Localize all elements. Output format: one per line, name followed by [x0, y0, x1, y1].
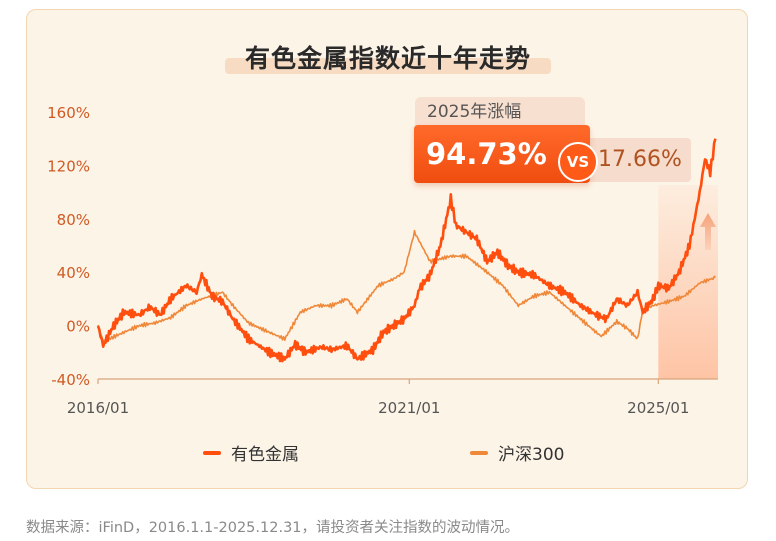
x-tick-label: 2021/01	[378, 399, 440, 417]
legend-swatch-csi300	[470, 450, 488, 455]
y-tick-label: -40%	[51, 371, 90, 389]
y-tick-label: 40%	[57, 264, 90, 282]
legend-item-csi300: 沪深300	[470, 440, 564, 465]
series-line-metals	[96, 138, 717, 363]
y-tick-label: 120%	[47, 157, 90, 175]
data-source-note: 数据来源：iFinD，2016.1.1-2025.12.31，请投资者关注指数的…	[26, 520, 520, 536]
annotation-year-label: 2025年涨幅	[415, 97, 585, 129]
x-tick-label: 2016/01	[67, 399, 129, 417]
chart-card	[26, 9, 748, 489]
legend-label-csi300: 沪深300	[498, 445, 565, 465]
y-tick-label: 160%	[47, 104, 90, 122]
series-line-csi300	[97, 229, 716, 344]
y-tick-label: 0%	[66, 318, 90, 336]
legend-item-metals: 有色金属	[203, 440, 299, 465]
x-tick-label: 2025/01	[627, 399, 689, 417]
title-highlight	[225, 58, 551, 74]
vs-badge: VS	[558, 142, 598, 182]
legend-swatch-metals	[203, 450, 221, 455]
up-arrow-icon	[700, 213, 716, 250]
legend-label-metals: 有色金属	[231, 445, 299, 465]
y-tick-label: 80%	[57, 211, 90, 229]
chart-title: 有色金属指数近十年走势	[244, 44, 531, 73]
highlight-2025-band	[658, 185, 718, 379]
